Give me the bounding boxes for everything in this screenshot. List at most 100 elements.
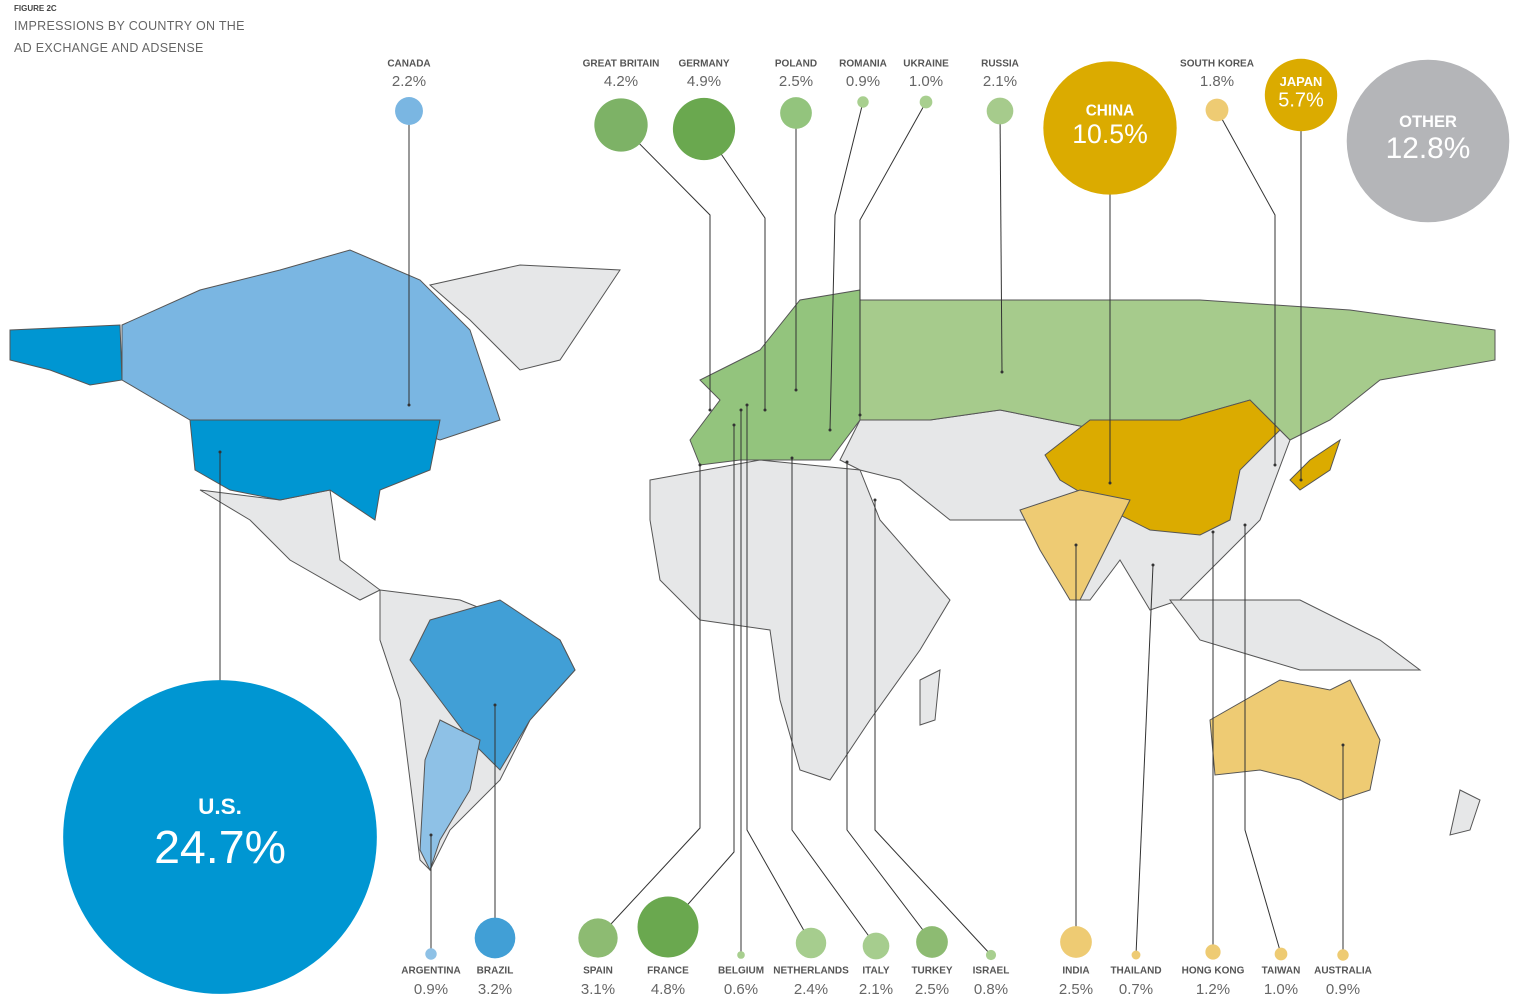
bubble — [1346, 59, 1510, 223]
map-anchor — [1243, 523, 1247, 527]
bubble — [919, 95, 933, 109]
header: FIGURE 2C IMPRESSIONS BY COUNTRY ON THE … — [14, 4, 264, 59]
leader-line — [846, 462, 933, 943]
bubble — [862, 932, 890, 960]
map-anchor — [493, 703, 497, 707]
bubble — [1274, 947, 1288, 961]
bubble — [1060, 926, 1092, 958]
country-value: 2.1% — [859, 981, 893, 998]
map-anchor — [763, 408, 767, 412]
country-value: 3.1% — [581, 981, 615, 998]
map-anchor — [1108, 481, 1112, 485]
bubble — [795, 927, 827, 959]
bubble — [395, 97, 423, 125]
country-value: 2.5% — [915, 981, 949, 998]
country-name: SPAIN — [583, 966, 613, 977]
leader-line — [620, 124, 711, 410]
bubble-value: 5.7% — [1278, 89, 1324, 111]
country-value: 2.4% — [794, 981, 828, 998]
country-name: AUSTRALIA — [1314, 966, 1372, 977]
map-anchor — [790, 456, 794, 460]
bubble-value: 24.7% — [154, 821, 286, 873]
bubble — [916, 926, 948, 958]
bubble — [857, 96, 869, 108]
leader-line — [746, 405, 812, 944]
country-value: 0.8% — [974, 981, 1008, 998]
leader-line — [1135, 564, 1154, 956]
usa-shape — [189, 419, 441, 521]
country-name: ITALY — [862, 966, 890, 977]
leader-line — [874, 500, 992, 956]
country-name: ARGENTINA — [401, 966, 460, 977]
country-name: THAILAND — [1110, 966, 1161, 977]
country-value: 2.5% — [779, 73, 813, 90]
country-name: SOUTH KOREA — [1180, 59, 1254, 70]
bubble — [985, 949, 997, 961]
bubble-name: JAPAN — [1280, 74, 1323, 89]
country-value: 0.6% — [724, 981, 758, 998]
country-name: CANADA — [387, 59, 430, 70]
country-value: 0.9% — [414, 981, 448, 998]
leader-line — [829, 101, 864, 431]
country-value: 0.7% — [1119, 981, 1153, 998]
country-name: ISRAEL — [973, 966, 1010, 977]
bubble — [474, 917, 516, 959]
country-value: 1.0% — [909, 73, 943, 90]
country-name: HONG KONG — [1182, 966, 1245, 977]
map-anchor — [698, 463, 702, 467]
country-value: 4.2% — [604, 73, 638, 90]
map-anchor — [1299, 478, 1303, 482]
country-value: 1.8% — [1200, 73, 1234, 90]
bubble-value: 12.8% — [1386, 132, 1471, 165]
country-name: BELGIUM — [718, 966, 764, 977]
australia-shape — [1209, 679, 1381, 801]
country-value: 4.8% — [651, 981, 685, 998]
country-value: 1.0% — [1264, 981, 1298, 998]
country-name: NETHERLANDS — [773, 966, 849, 977]
map-anchor — [708, 408, 712, 412]
bubble — [1205, 944, 1221, 960]
bubble — [1205, 98, 1229, 122]
central-america — [199, 489, 381, 601]
bubble — [986, 97, 1014, 125]
country-value: 4.9% — [687, 73, 721, 90]
figure-label: FIGURE 2C — [14, 4, 57, 13]
country-name: TAIWAN — [1262, 966, 1301, 977]
map-anchor — [429, 833, 433, 837]
leader-line — [1244, 525, 1282, 955]
country-value: 0.9% — [1326, 981, 1360, 998]
world-map — [9, 249, 1496, 872]
country-name: BRAZIL — [477, 966, 514, 977]
bubble — [1337, 949, 1349, 961]
bubble — [737, 951, 745, 959]
bubble — [1264, 58, 1338, 132]
country-name: ROMANIA — [839, 59, 887, 70]
map-anchor — [1273, 463, 1277, 467]
country-name: GREAT BRITAIN — [583, 59, 660, 70]
bubble-value: 10.5% — [1072, 119, 1148, 149]
leader-line — [1216, 109, 1276, 465]
country-name: TURKEY — [911, 966, 952, 977]
bubble — [1131, 950, 1141, 960]
map-anchor — [1211, 530, 1215, 534]
country-value: 1.2% — [1196, 981, 1230, 998]
country-name: POLAND — [775, 59, 817, 70]
map-anchor — [1000, 370, 1004, 374]
map-anchor — [845, 460, 849, 464]
bubble — [63, 680, 377, 994]
bubble — [594, 98, 648, 152]
madagascar — [919, 669, 941, 726]
map-anchor — [407, 403, 411, 407]
map-anchor — [873, 498, 877, 502]
islands — [1169, 599, 1422, 671]
bubble-name: CHINA — [1086, 103, 1135, 120]
bubble — [578, 918, 618, 958]
bubble-name: U.S. — [198, 794, 242, 819]
leader-line — [667, 425, 735, 928]
map-anchor — [794, 388, 798, 392]
canada-shape — [121, 249, 501, 441]
country-name: FRANCE — [647, 966, 689, 977]
map-anchor — [1151, 563, 1155, 567]
